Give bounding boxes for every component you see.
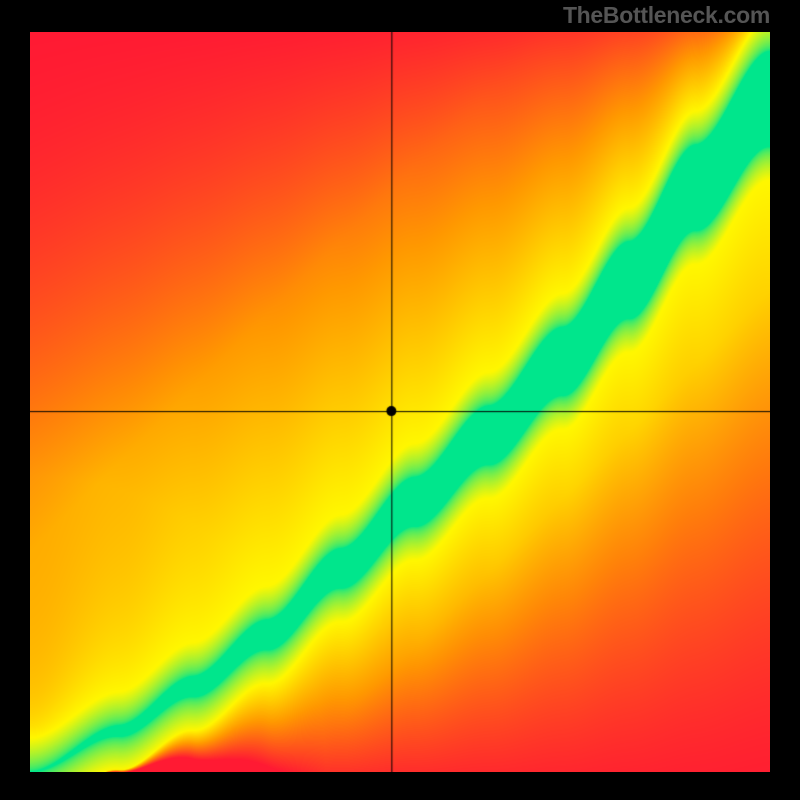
chart-container: TheBottleneck.com bbox=[0, 0, 800, 800]
watermark-text: TheBottleneck.com bbox=[563, 2, 770, 29]
heatmap-canvas bbox=[30, 32, 770, 772]
